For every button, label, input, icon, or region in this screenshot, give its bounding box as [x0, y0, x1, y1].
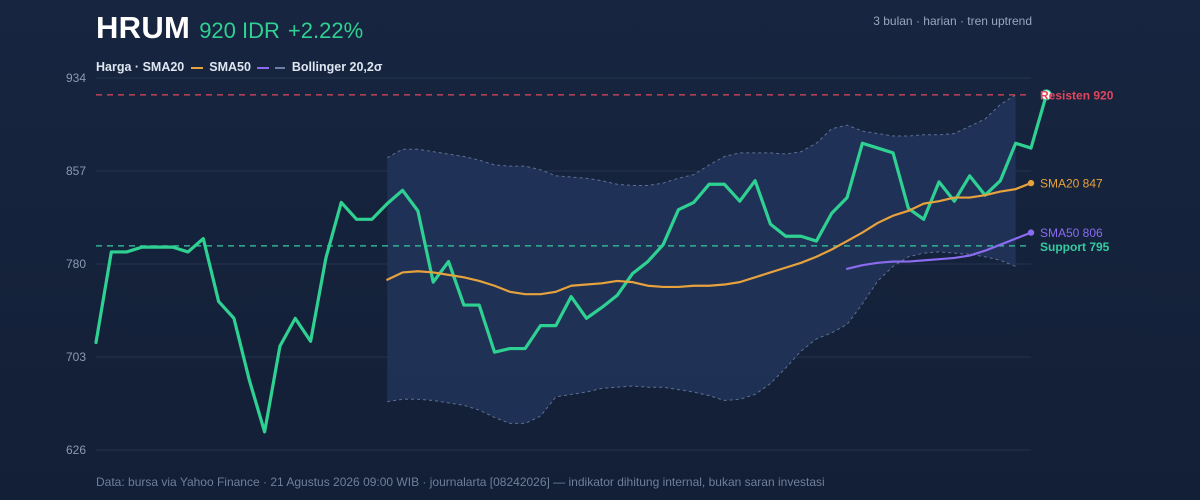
bollinger-lower-line — [387, 251, 1016, 424]
sma50-end-label: SMA50 806 — [1040, 226, 1103, 240]
legend: Harga · SMA20 SMA50 Bollinger 20,2σ — [96, 60, 382, 74]
y-tick-label: 626 — [66, 443, 86, 457]
bollinger-band-area — [387, 94, 1016, 424]
sma20-end-label: SMA20 847 — [1040, 177, 1103, 191]
legend-bollinger: Bollinger 20,2σ — [291, 60, 383, 74]
legend-separator: · — [134, 60, 140, 74]
price-change: +2.22% — [287, 18, 364, 43]
y-tick-label: 857 — [66, 164, 86, 178]
bollinger-upper-line — [386, 94, 1016, 186]
support-label: Support 795 — [1040, 240, 1110, 254]
current-price: 920 IDR — [199, 18, 280, 43]
price-end-marker — [1040, 89, 1052, 101]
y-tick-label: 780 — [66, 257, 86, 271]
sma50-line — [845, 231, 1033, 270]
ticker-symbol: HRUM — [96, 10, 191, 45]
title-row: HRUM 920 IDR +2.22% — [96, 10, 363, 46]
legend-sma20-swatch — [190, 66, 203, 69]
legend-sma20: SMA20 — [142, 60, 185, 74]
legend-bollinger-swatch — [275, 66, 286, 69]
sma20-end-marker — [1027, 179, 1035, 187]
resistance-label: Resisten 920 — [1040, 88, 1114, 102]
chart-meta: 3 bulan · harian · tren uptrend — [873, 14, 1032, 28]
sma50-end-marker — [1027, 229, 1035, 236]
footer-source: Data: bursa via Yahoo Finance · 21 Agust… — [96, 475, 825, 489]
legend-sma50-swatch — [257, 66, 270, 69]
legend-sma50: SMA50 — [209, 60, 251, 74]
price-line — [94, 93, 1048, 434]
sma20-line — [386, 181, 1033, 296]
y-tick-label: 703 — [66, 350, 86, 364]
legend-price: Harga — [96, 60, 132, 74]
y-tick-label: 934 — [66, 71, 86, 85]
